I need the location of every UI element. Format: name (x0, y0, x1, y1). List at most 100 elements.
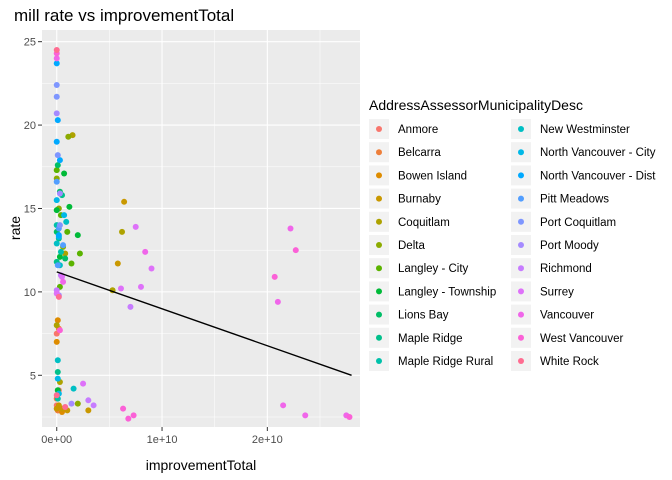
data-point (117, 285, 124, 292)
data-point (54, 117, 61, 124)
legend: AddressAssessorMunicipalityDesc Anmore Be… (369, 97, 656, 371)
data-point (62, 403, 69, 410)
y-tick-label: 10 (24, 287, 36, 299)
data-point (271, 273, 278, 280)
x-tick-label: 2e+10 (252, 434, 283, 446)
legend-key-dot (518, 334, 524, 341)
data-point (114, 260, 121, 267)
data-point (53, 55, 60, 62)
legend-key-dot (376, 172, 382, 179)
data-point (53, 82, 60, 89)
legend-label: Burnaby (398, 194, 441, 206)
legend-key-dot (518, 149, 524, 156)
legend-label: Lions Bay (398, 310, 449, 322)
data-point (54, 317, 61, 324)
x-axis-label: improvementTotal (146, 457, 257, 473)
data-point (63, 218, 70, 225)
legend-label: Pitt Meadows (540, 194, 609, 206)
legend-key-dot (376, 195, 382, 202)
legend-label: North Vancouver - Dist (540, 170, 656, 182)
data-point (53, 93, 60, 100)
data-point (56, 157, 63, 164)
legend-key-dot (376, 334, 382, 341)
data-point (60, 242, 67, 249)
data-point (62, 255, 69, 262)
data-point (121, 198, 128, 205)
legend-key-dot (518, 126, 524, 132)
legend-items: Anmore Belcarra Bowen Island Burnaby Coquitl… (369, 119, 656, 371)
data-point (68, 400, 75, 407)
data-point (59, 273, 66, 280)
legend-key-dot (376, 242, 382, 248)
legend-label: Bowen Island (398, 170, 467, 182)
data-point (54, 152, 61, 159)
data-point (54, 368, 61, 375)
data-point (137, 283, 144, 290)
data-point (61, 212, 68, 219)
legend-key-dot (518, 195, 524, 202)
data-point (302, 412, 309, 419)
legend-key-dot (518, 358, 524, 364)
data-point (53, 338, 60, 345)
y-tick-label: 15 (24, 203, 36, 215)
data-point (53, 60, 60, 67)
legend-key-dot (376, 126, 382, 132)
legend-label: Anmore (398, 124, 438, 136)
legend-key-dot (376, 311, 382, 318)
legend-key-dot (518, 242, 524, 248)
legend-label: West Vancouver (540, 333, 623, 345)
data-point (130, 412, 137, 419)
data-point (74, 400, 81, 407)
legend-key-dot (518, 265, 524, 272)
chart-title: mill rate vs improvementTotal (14, 6, 234, 25)
data-point (56, 190, 63, 197)
y-tick-label: 20 (24, 120, 36, 132)
data-point (65, 133, 72, 140)
data-point (53, 197, 60, 204)
data-point (53, 110, 60, 117)
data-point (68, 260, 75, 267)
data-point (66, 203, 73, 210)
legend-key-dot (376, 149, 382, 156)
data-point (56, 253, 63, 260)
y-tick-label: 5 (30, 370, 36, 382)
legend-label: Langley - City (398, 263, 469, 275)
legend-key-dot (376, 218, 382, 225)
legend-key-dot (518, 218, 524, 225)
legend-label: Port Coquitlam (540, 217, 616, 229)
data-point (274, 298, 281, 305)
data-point (287, 225, 294, 232)
data-point (125, 415, 132, 422)
x-tick-label: 0e+00 (41, 434, 72, 446)
legend-key-dot (518, 311, 524, 318)
legend-label: Richmond (540, 263, 592, 275)
legend-key-dot (518, 288, 524, 295)
data-point (119, 228, 126, 235)
data-point (53, 178, 60, 185)
legend-label: Maple Ridge (398, 333, 463, 345)
data-point (76, 250, 83, 257)
data-point (132, 223, 139, 230)
legend-key-dot (376, 288, 382, 295)
legend-label: Vancouver (540, 310, 594, 322)
data-point (120, 405, 127, 412)
data-point (292, 247, 299, 254)
data-point (142, 248, 149, 255)
data-point (280, 402, 287, 409)
data-point (127, 303, 134, 310)
legend-label: Coquitlam (398, 217, 450, 229)
data-point (56, 327, 63, 334)
data-point (148, 265, 155, 272)
data-point (54, 162, 61, 169)
data-point (90, 402, 97, 409)
y-axis-label: rate (7, 216, 23, 240)
legend-label: Delta (398, 240, 425, 252)
data-point (55, 293, 62, 300)
data-point (85, 407, 92, 414)
legend-label: Port Moody (540, 240, 599, 252)
legend-key-dot (376, 265, 382, 272)
data-point (53, 47, 60, 54)
legend-label: White Rock (540, 356, 599, 368)
data-point (53, 207, 60, 214)
